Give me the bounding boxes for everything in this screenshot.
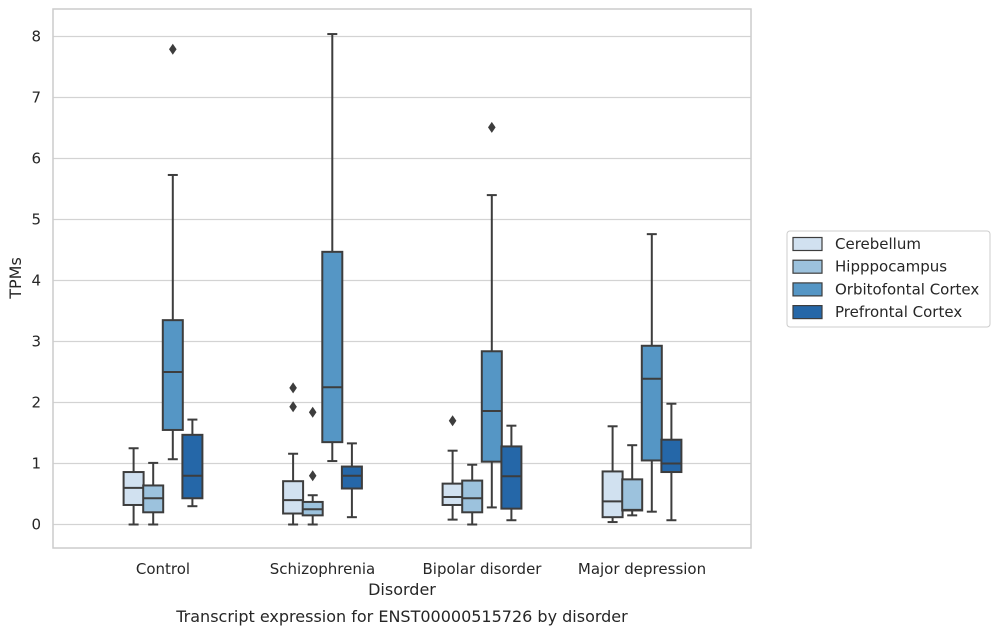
box-hipppocampus-3 xyxy=(621,444,644,517)
x-tick-label: Control xyxy=(136,560,190,578)
box-prefrontal-cortex-2 xyxy=(500,424,523,522)
legend-swatch xyxy=(792,305,823,320)
outlier-point xyxy=(488,121,496,133)
iqr-box xyxy=(282,480,305,515)
y-tick-label: 4 xyxy=(31,272,41,290)
box-orbitofontal-cortex-3 xyxy=(640,233,663,513)
iqr-box xyxy=(660,438,683,474)
legend-label: Orbitofontal Cortex xyxy=(835,280,979,298)
legend: Cerebellum Hipppocampus Orbitofontal Corte… xyxy=(786,230,991,328)
iqr-box xyxy=(621,478,644,512)
legend-swatch xyxy=(792,282,823,297)
box-orbitofontal-cortex-1 xyxy=(321,33,344,463)
legend-label: Hipppocampus xyxy=(835,258,947,276)
y-tick-label: 7 xyxy=(31,89,41,107)
box-cerebellum-0 xyxy=(122,447,145,526)
y-tick-label: 1 xyxy=(31,455,41,473)
legend-label: Cerebellum xyxy=(835,235,921,253)
legend-label: Prefrontal Cortex xyxy=(835,303,962,321)
y-axis-title: TPMs xyxy=(6,257,25,300)
box-cerebellum-1 xyxy=(282,382,305,526)
chart-caption: Transcript expression for ENST0000051572… xyxy=(175,607,628,626)
y-tick-label: 6 xyxy=(31,150,41,168)
iqr-box xyxy=(441,482,464,506)
iqr-box xyxy=(500,445,523,510)
box-cerebellum-3 xyxy=(601,425,624,524)
iqr-box xyxy=(640,344,663,462)
y-tick-labels: 0 1 2 3 4 5 6 7 8 xyxy=(31,28,41,534)
box-prefrontal-cortex-1 xyxy=(340,442,363,519)
box-hipppocampus-2 xyxy=(461,463,484,526)
box-orbitofontal-cortex-0 xyxy=(161,43,184,461)
iqr-box xyxy=(321,250,344,444)
y-tick-label: 8 xyxy=(31,28,41,46)
plot-frame xyxy=(52,8,752,549)
iqr-box xyxy=(461,479,484,514)
box-cerebellum-2 xyxy=(441,415,464,521)
iqr-box xyxy=(181,433,204,500)
outlier-point xyxy=(308,470,317,482)
box-prefrontal-cortex-3 xyxy=(660,402,683,522)
x-axis-title: Disorder xyxy=(368,580,436,599)
iqr-box xyxy=(161,319,184,431)
outlier-point xyxy=(289,382,297,394)
legend-swatch xyxy=(792,236,823,252)
outlier-point xyxy=(289,401,297,413)
box-hipppocampus-0 xyxy=(142,461,165,526)
y-tick-label: 2 xyxy=(31,394,41,412)
x-tick-labels: Control Schizophrenia Bipolar disorder Majo… xyxy=(136,560,706,578)
outlier-point xyxy=(448,415,457,427)
outlier-point xyxy=(308,406,317,418)
iqr-box xyxy=(480,350,503,463)
box-plot-series xyxy=(122,33,683,526)
x-tick-label: Bipolar disorder xyxy=(423,560,543,578)
y-tick-label: 3 xyxy=(31,333,41,351)
x-tick-label: Schizophrenia xyxy=(270,560,375,578)
iqr-box xyxy=(601,470,624,519)
y-tick-label: 0 xyxy=(31,516,41,534)
box-orbitofontal-cortex-2 xyxy=(480,121,503,509)
legend-frame xyxy=(786,230,991,328)
legend-swatch xyxy=(792,259,823,274)
iqr-box xyxy=(340,465,363,490)
box-prefrontal-cortex-0 xyxy=(181,418,204,508)
outlier-point xyxy=(169,43,177,55)
box-hipppocampus-1 xyxy=(301,406,324,526)
x-tick-label: Major depression xyxy=(578,560,706,578)
y-tick-label: 5 xyxy=(31,211,41,229)
